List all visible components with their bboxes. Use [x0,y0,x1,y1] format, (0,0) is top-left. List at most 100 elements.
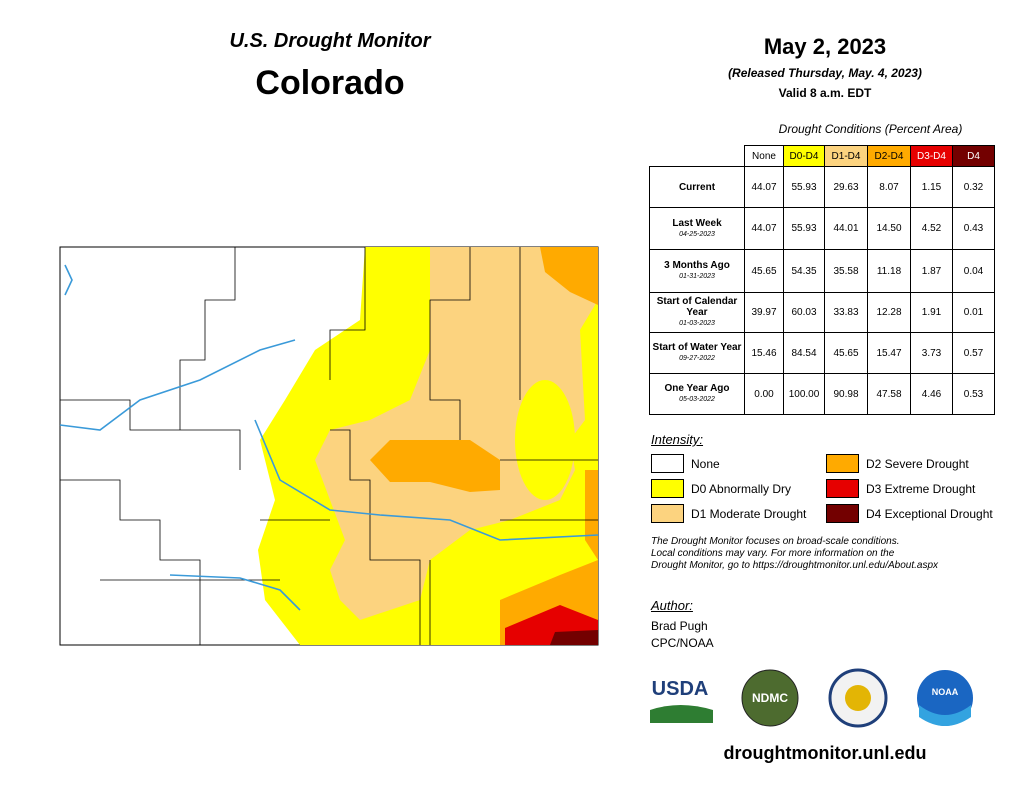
row-label: Start of Calendar Year 01-03-2023 [649,292,745,333]
row-name: Last Week [672,217,722,229]
d1-area [315,247,598,620]
row-label: One Year Ago 05-03-2022 [649,373,745,415]
table-value: 33.83 [824,292,868,333]
logo-shape [741,669,799,727]
table-value: 3.73 [910,332,953,374]
table-value: 54.35 [783,249,825,293]
header-row: None D0-D4 D1-D4 D2-D4 D3-D4 D4 [650,145,995,167]
logo-text: USDA [652,678,709,700]
row-date: 04-25-2023 [679,230,715,238]
d2-area [370,440,500,492]
note-line: The Drought Monitor focuses on broad-sca… [651,536,900,547]
column-header: D4 [952,145,995,167]
map [59,246,599,646]
table-row: One Year Ago 05-03-2022 0.00 100.00 90.98 47.… [649,373,995,415]
table-value: 1.15 [910,166,953,208]
row-date: 09-27-2022 [679,355,715,362]
table-value: 55.93 [783,207,825,250]
rivers [59,264,599,611]
legend-label: D2 Severe Drought [866,456,969,471]
table-caption: Drought Conditions (Percent Area) [778,122,963,136]
table-value: 100.00 [783,373,825,415]
conditions-table: None D0-D4 D1-D4 D2-D4 D3-D4 D4 Current 44.07 55… [649,145,995,415]
table-row: Start of Calendar Year 01-03-2023 39.97 60.… [649,292,995,333]
county-lines [60,247,598,645]
row-label: Last Week 04-25-2023 [649,207,745,250]
legend-item: None [651,454,720,473]
author-line: CPC/NOAA [651,636,714,650]
blank-cell [650,146,745,167]
table-value: 14.50 [867,207,911,250]
table-value: 15.46 [744,332,784,374]
valid-time: Valid 8 a.m. EDT [778,86,872,100]
table-value: 0.43 [952,207,995,250]
row-date: 05-03-2022 [679,396,715,403]
map-date: May 2, 2023 [763,34,887,59]
note: The Drought Monitor focuses on broad-sca… [651,536,938,572]
table-row: Current 44.07 55.93 29.63 8.07 1.15 0.32 [649,166,995,208]
row-name: Start of Water Year [652,342,742,353]
d0-area [515,380,575,500]
author-line: Brad Pugh [651,619,708,633]
table-row: 3 Months Ago 01-31-2023 45.65 54.35 35.58 11.… [649,249,995,293]
row-name: 3 Months Ago [664,260,730,271]
table-value: 0.01 [952,292,995,333]
row-label: 3 Months Ago 01-31-2023 [649,249,745,293]
note-line: Local conditions may vary. For more info… [651,548,895,559]
table-row: Last Week 04-25-2023 44.07 55.93 44.01 14.50 4… [649,207,995,250]
table-value: 0.53 [952,373,995,415]
table-value: 0.04 [952,249,995,293]
logo-shape [650,705,713,723]
column-header: D2-D4 [867,145,911,167]
table-value: 11.18 [867,249,911,293]
legend-swatch [651,454,684,473]
table-value: 45.65 [824,332,868,374]
table-value: 90.98 [824,373,868,415]
author-heading: Author: [651,598,693,613]
note-line: Drought Monitor, go to https://droughtmo… [651,560,939,571]
legend-item: D3 Extreme Drought [826,479,975,498]
table-value: 4.52 [910,207,953,250]
table-value: 84.54 [783,332,825,374]
title: U.S. Drought Monitor [229,30,431,52]
table-value: 44.07 [744,166,784,208]
column-header: None [744,145,784,167]
table-value: 15.47 [867,332,911,374]
release-date: (Released Thursday, May. 4, 2023) [728,66,922,80]
legend-swatch [651,479,684,498]
table-value: 1.91 [910,292,953,333]
author: Brad Pugh CPC/NOAA [651,618,714,652]
logos: USDA NDMC NOAA [650,668,973,728]
column-header: D1-D4 [824,145,868,167]
table-value: 0.00 [744,373,784,415]
table-value: 39.97 [744,292,784,333]
legend-label: D3 Extreme Drought [866,481,976,496]
table-value: 44.07 [744,207,784,250]
row-date: 01-03-2023 [679,320,715,327]
row-date: 01-31-2023 [679,273,715,280]
table-value: 0.57 [952,332,995,374]
logo-shape [917,670,973,726]
table-row: Start of Water Year 09-27-2022 15.46 84.54 4… [649,332,995,374]
row-name: One Year Ago [664,383,730,394]
table-value: 8.07 [867,166,911,208]
column-header: D0-D4 [783,145,825,167]
table-value: 45.65 [744,249,784,293]
row-label: Current [649,166,745,208]
legend-item: D0 Abnormally Dry [651,479,791,498]
table-value: 44.01 [824,207,868,250]
logo-text: NDMC [752,691,788,705]
logo-text: NOAA [932,687,959,697]
region-name: Colorado [255,64,405,102]
legend-label: D0 Abnormally Dry [691,481,792,496]
d2-area [585,470,598,560]
legend-swatch [826,479,859,498]
table-value: 4.46 [910,373,953,415]
legend-item: D4 Exceptional Drought [826,504,993,523]
legend-label: None [691,456,720,471]
legend-swatch [826,504,859,523]
d4-area [550,630,598,645]
row-name: Start of Calendar Year [656,296,738,318]
site-url: droughtmonitor.unl.edu [723,743,927,763]
